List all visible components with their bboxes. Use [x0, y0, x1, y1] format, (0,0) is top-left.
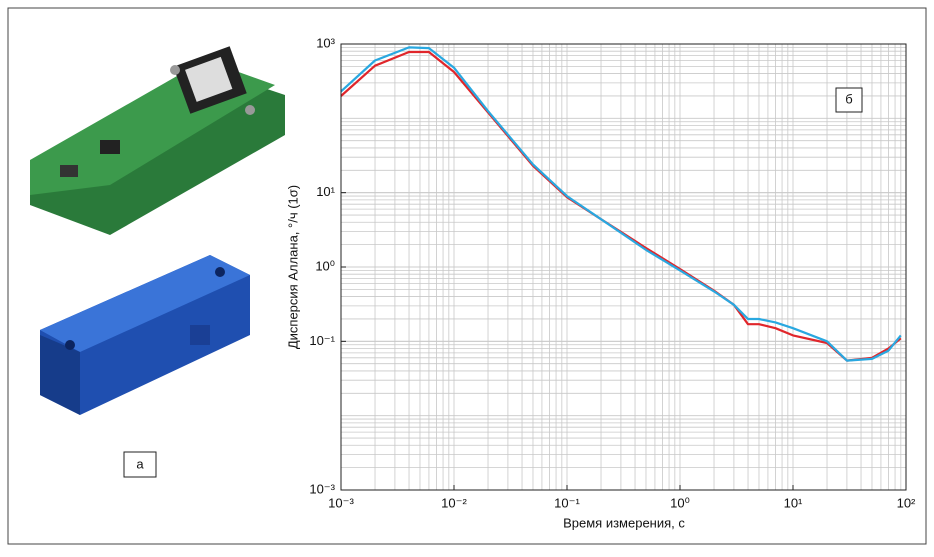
y-axis-label: Дисперсия Аллана, °/ч (1σ): [285, 185, 300, 349]
pcb-photo: [30, 46, 285, 235]
plot-border: [340, 43, 907, 491]
panel-label: а: [136, 456, 144, 471]
y-tick-label: 10⁻¹: [309, 333, 335, 348]
x-tick-label: 10⁻³: [328, 495, 354, 510]
panel-a-box: [123, 451, 157, 478]
panel-label: б: [845, 91, 852, 106]
y-tick-label: 10⁻³: [309, 481, 335, 496]
x-tick-label: 10⁻¹: [554, 495, 580, 510]
y-tick-label: 10³: [316, 35, 335, 50]
x-tick-label: 10¹: [784, 495, 803, 510]
x-axis-label: Время измерения, с: [563, 515, 685, 530]
panel-b-box: [835, 87, 863, 113]
x-tick-label: 10⁰: [670, 495, 690, 510]
x-tick-label: 10⁻²: [441, 495, 467, 510]
y-tick-label: 10⁰: [315, 258, 335, 273]
y-tick-label: 10¹: [316, 184, 335, 199]
x-tick-label: 10²: [897, 495, 916, 510]
series-line: [340, 46, 902, 362]
module-photo: [40, 255, 250, 415]
